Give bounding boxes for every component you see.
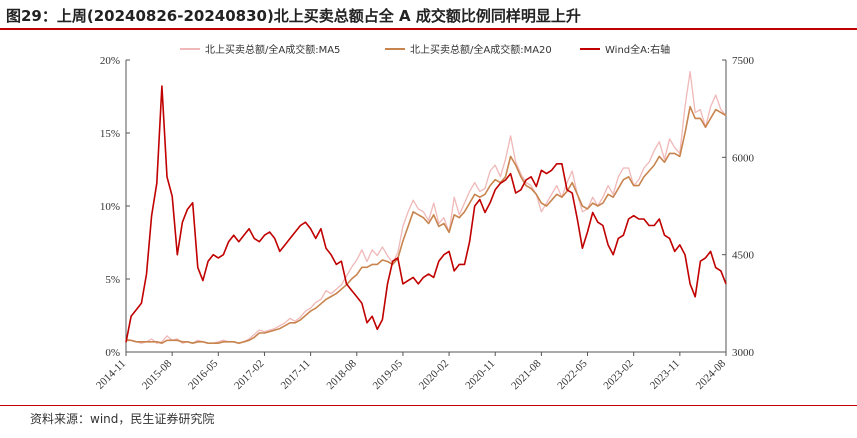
y-left-tick-label: 5%: [105, 274, 120, 286]
y-left-tick-label: 0%: [105, 347, 120, 359]
series-line-3: [125, 85, 727, 343]
series-line-1: [125, 71, 727, 344]
x-tick-label: 2022-05: [555, 357, 590, 392]
title-divider: [0, 28, 857, 30]
source-note: 资料来源：wind，民生证券研究院: [30, 412, 215, 426]
x-tick-label: 2015-08: [140, 357, 175, 392]
x-tick-label: 2017-02: [232, 358, 266, 392]
y-right-tick-label: 3000: [732, 347, 755, 359]
y-right-tick-label: 4500: [732, 250, 755, 262]
x-tick-label: 2016-05: [186, 357, 221, 392]
x-tick-label: 2024-08: [694, 357, 729, 392]
x-tick-label: 2020-02: [417, 358, 451, 392]
page-title: 图29：上周(20240826-20240830)北上买卖总额占全 A 成交额比…: [6, 7, 581, 25]
legend-label: 北上买卖总额/全A成交额:MA5: [205, 43, 340, 56]
y-right-tick-label: 7500: [732, 55, 755, 67]
source-divider: [0, 405, 857, 406]
x-tick-label: 2019-05: [371, 357, 406, 392]
y-left-tick-label: 10%: [100, 201, 120, 213]
chart-legend: 北上买卖总额/全A成交额:MA5 北上买卖总额/全A成交额:MA20 Wind全A:…: [180, 43, 670, 56]
series-line-2: [126, 105, 727, 345]
x-tick-label: 2023-11: [648, 358, 682, 392]
x-tick-label: 2014-11: [94, 358, 128, 392]
x-tick-label: 2023-02: [601, 358, 635, 392]
x-tick-label: 2020-11: [463, 358, 497, 392]
chart-series-layer: [125, 71, 727, 345]
x-tick-label: 2017-11: [279, 358, 313, 392]
y-right-tick-label: 6000: [732, 152, 755, 164]
legend-label: Wind全A:右轴: [605, 43, 670, 56]
x-tick-label: 2021-08: [509, 357, 544, 392]
y-left-tick-label: 15%: [100, 128, 120, 140]
y-left-tick-label: 20%: [100, 55, 120, 67]
x-tick-label: 2018-08: [324, 357, 359, 392]
legend-label: 北上买卖总额/全A成交额:MA20: [410, 43, 552, 56]
